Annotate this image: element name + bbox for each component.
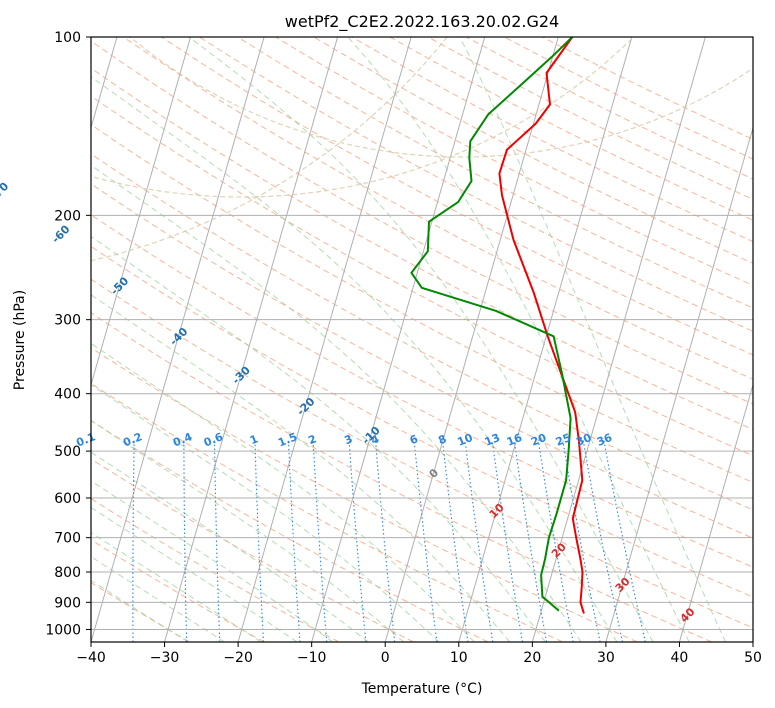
isotherm <box>678 383 753 642</box>
mixing-ratio-label: 3 <box>343 432 355 447</box>
moist-adiabat <box>91 164 582 642</box>
isotherm <box>164 37 339 642</box>
dry-adiabat <box>237 37 753 309</box>
mixing-ratio-line <box>513 440 548 642</box>
plot-frame <box>90 36 754 643</box>
moist-adiabat <box>459 37 727 642</box>
isotherm-label: -70 <box>0 180 12 203</box>
y-tick-label: 900 <box>54 595 81 611</box>
y-tick-label: 800 <box>54 565 81 581</box>
mixing-ratio-line <box>464 440 494 642</box>
dry-adiabat <box>91 40 753 405</box>
mixing-ratio-line <box>413 440 438 642</box>
mixing-ratio-label: 10 <box>456 431 475 449</box>
mixing-ratio-line <box>442 440 469 642</box>
x-axis-title: Temperature (°C) <box>361 681 483 697</box>
dry-adiabat <box>91 278 753 629</box>
y-tick-label: 300 <box>54 313 81 329</box>
y-tick-label: 100 <box>54 30 81 46</box>
x-tick-label: −40 <box>76 650 106 666</box>
moist-adiabat <box>347 37 690 642</box>
dry-adiabat <box>91 458 414 642</box>
isotherm <box>384 37 559 642</box>
y-tick-label: 700 <box>54 531 81 547</box>
x-tick-label: 40 <box>671 650 689 666</box>
isotherm <box>91 37 191 387</box>
mixing-ratio-label: 20 <box>529 431 548 449</box>
y-tick-label: 400 <box>54 387 81 403</box>
mixing-ratio-line <box>254 440 265 642</box>
chart-title: wetPf2_C2E2.2022.163.20.02.G24 <box>285 12 559 32</box>
mixing-ratio-line <box>375 440 396 642</box>
dry-adiabat <box>91 245 753 598</box>
mixing-ratio-line <box>183 440 188 642</box>
y-axis-title: Pressure (hPa) <box>12 290 28 390</box>
dewpoint-trace <box>410 37 573 612</box>
x-tick-label: 20 <box>523 650 541 666</box>
mixing-ratio-line <box>562 440 601 642</box>
dry-adiabat <box>91 582 190 642</box>
mixing-ratio-line <box>491 440 524 642</box>
isotherm <box>91 37 265 642</box>
dry-adiabat <box>91 312 713 642</box>
reference-arc <box>129 37 753 158</box>
isotherm <box>531 37 706 642</box>
background-lines <box>91 37 753 642</box>
y-tick-label: 600 <box>54 491 81 507</box>
moist-adiabat <box>91 342 475 642</box>
x-axis: −40 −30 −20 −10 0 10 20 30 40 50 <box>76 642 762 666</box>
moist-adiabat <box>91 294 511 642</box>
dry-adiabat <box>91 419 489 642</box>
dry-adiabat <box>122 37 753 380</box>
x-tick-label: 50 <box>744 650 762 666</box>
mixing-ratio-line <box>537 440 574 642</box>
y-tick-label: 200 <box>54 208 81 224</box>
moist-adiabat <box>91 235 546 642</box>
mixing-ratio-line <box>213 440 221 642</box>
x-tick-label: −20 <box>223 650 253 666</box>
isotherm <box>605 125 753 642</box>
dry-adiabat <box>91 539 265 642</box>
mixing-ratio-label: 25 <box>554 431 573 449</box>
mixing-ratio-label: 16 <box>505 431 524 449</box>
mixing-ratio-line <box>603 440 646 642</box>
temperature-trace <box>498 37 585 614</box>
x-tick-label: 0 <box>381 650 390 666</box>
pressure-gridlines <box>91 37 753 630</box>
x-tick-label: −30 <box>150 650 180 666</box>
isotherm <box>237 37 412 642</box>
moist-adiabat <box>91 451 369 642</box>
moist-adiabat <box>91 556 225 642</box>
dry-adiabat <box>91 124 753 483</box>
dry-adiabat <box>91 153 753 511</box>
dry-adiabat <box>91 183 753 539</box>
x-tick-label: −10 <box>297 650 327 666</box>
moist-adiabat <box>91 384 440 642</box>
y-axis: 100 200 300 400 500 600 700 800 900 1000 <box>45 30 91 638</box>
moist-adiabat <box>91 579 189 642</box>
mixing-ratio-line <box>287 440 301 642</box>
sounding-traces <box>410 37 585 614</box>
x-tick-label: 30 <box>597 650 615 666</box>
mixing-ratio-label: 30 <box>574 431 593 449</box>
isotherm <box>311 37 486 642</box>
mixing-ratio-label: 36 <box>595 431 614 449</box>
dry-adiabat <box>91 95 753 457</box>
mixing-ratio-label: 1 <box>248 432 260 447</box>
mixing-ratio-line <box>348 440 367 642</box>
mixing-ratio-label: 2 <box>306 432 318 447</box>
mixing-ratio-line <box>582 440 624 642</box>
y-tick-label: 500 <box>54 444 81 460</box>
moist-adiabat <box>91 480 333 642</box>
x-tick-label: 10 <box>450 650 468 666</box>
mixing-ratio-label: 8 <box>436 432 448 447</box>
moist-adiabat <box>91 419 405 642</box>
mixing-ratio-line <box>132 440 135 642</box>
dry-adiabat <box>275 37 753 286</box>
mixing-ratio-label: 13 <box>483 431 502 449</box>
mixing-ratio-line <box>312 440 328 642</box>
y-tick-label: 1000 <box>45 622 81 638</box>
